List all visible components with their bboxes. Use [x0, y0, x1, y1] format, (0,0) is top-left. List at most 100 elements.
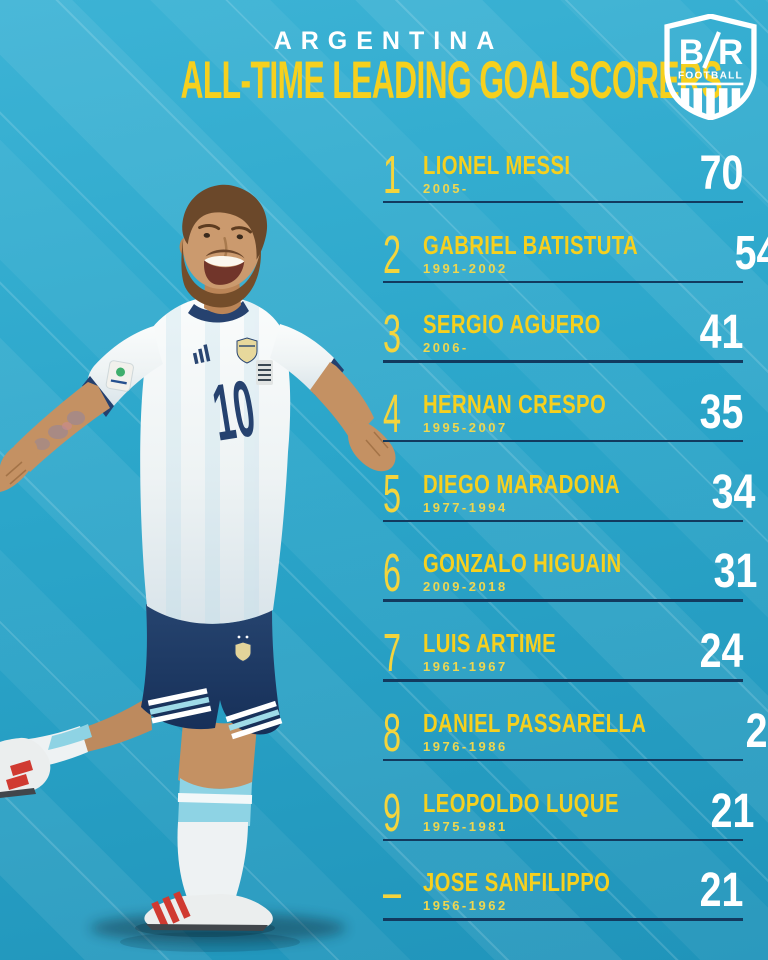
- player-rank: 1: [383, 145, 421, 223]
- player-goals: 35: [663, 386, 743, 462]
- player-years: 1995-2007: [423, 420, 508, 436]
- player-info: LUIS ARTIME 1961-1967: [423, 628, 663, 701]
- player-info: LEOPOLDO LUQUE 1975-1981: [423, 787, 674, 861]
- logo-letter-r: R: [718, 33, 743, 72]
- player-goals: 31: [678, 545, 758, 621]
- player-goals-value: 24: [699, 625, 743, 679]
- player-goals-value: 31: [713, 545, 758, 599]
- player-info: SERGIO AGUERO 2006-: [423, 311, 663, 382]
- player-years: 1991-2002: [423, 260, 508, 276]
- player-name: LUIS ARTIME: [423, 628, 663, 659]
- logo-letter-b: B: [679, 33, 704, 72]
- player-row: 1 LIONEL MESSI 2005- 70: [383, 143, 743, 223]
- player-goals-value: 21: [699, 864, 744, 918]
- player-goals: 54: [699, 226, 768, 303]
- player-name: GONZALO HIGUAIN: [423, 548, 678, 579]
- player-goals: 34: [676, 465, 756, 542]
- player-years: 1956-1962: [423, 898, 508, 914]
- player-years: 1977-1994: [423, 499, 508, 515]
- adidas-logo: [192, 344, 211, 365]
- player-rank-value: 3: [383, 304, 402, 365]
- player-info: GABRIEL BATISTUTA 1991-2002: [423, 229, 699, 303]
- player-back-leg: [0, 696, 152, 798]
- player-rank-value: 5: [383, 463, 402, 524]
- player-name: LIONEL MESSI: [423, 150, 663, 180]
- player-rank: 2: [383, 224, 421, 303]
- player-rank: 4: [383, 387, 421, 462]
- player-goals-value: 34: [711, 465, 756, 519]
- player-goals-value: 35: [699, 386, 743, 440]
- player-name-value: DIEGO MARADONA: [423, 468, 620, 499]
- player-row: 7 LUIS ARTIME 1961-1967 24: [383, 621, 743, 701]
- player-info: GONZALO HIGUAIN 2009-2018: [423, 548, 678, 621]
- player-rank: 6: [383, 543, 421, 621]
- player-years: 2005-: [423, 181, 469, 196]
- player-goals: 70: [663, 147, 743, 223]
- player-goals: 24: [663, 625, 743, 701]
- player-info: HERNAN CRESPO 1995-2007: [423, 389, 663, 462]
- player-rank-value: 1: [383, 145, 402, 205]
- player-name-value: HERNAN CRESPO: [423, 389, 607, 420]
- logo-stripes: [680, 88, 741, 118]
- player-thigh: [178, 710, 258, 789]
- player-name: SERGIO AGUERO: [423, 311, 663, 337]
- player-info: JOSE SANFILIPPO 1956-1962: [423, 867, 663, 940]
- player-info: DANIEL PASSARELLA 1976-1986: [423, 707, 709, 781]
- player-name-value: GONZALO HIGUAIN: [423, 548, 622, 579]
- player-photo-messi: 10: [0, 184, 396, 952]
- player-left-arm: [270, 324, 396, 472]
- player-rank-value: 6: [383, 543, 402, 604]
- copa-patch: [105, 360, 134, 392]
- player-years: 2006-: [423, 340, 469, 356]
- player-row: 4 HERNAN CRESPO 1995-2007 35: [383, 382, 743, 462]
- player-right-arm: [0, 326, 163, 492]
- player-row: – JOSE SANFILIPPO 1956-1962 21: [383, 860, 743, 940]
- player-goals-value: 23: [745, 704, 768, 758]
- player-name-value: JOSE SANFILIPPO: [423, 867, 611, 898]
- player-goals: 21: [663, 864, 744, 940]
- player-goals: 41: [663, 306, 743, 382]
- player-shorts: [141, 604, 283, 740]
- poster-title: ALL-TIME LEADING GOALSCORERS: [0, 54, 768, 107]
- player-rank-value: –: [383, 862, 402, 923]
- player-rank: –: [383, 862, 421, 940]
- logo-wordmark: FOOTBALL: [678, 71, 743, 82]
- player-name: HERNAN CRESPO: [423, 389, 663, 420]
- player-row: 5 DIEGO MARADONA 1977-1994 34: [383, 462, 756, 542]
- country-kicker: ARGENTINA: [273, 27, 504, 55]
- player-rank-value: 7: [383, 623, 402, 684]
- player-years: 2009-2018: [423, 579, 508, 595]
- player-goals-value: 70: [699, 147, 743, 200]
- player-name: GABRIEL BATISTUTA: [423, 229, 699, 260]
- player-name-value: LIONEL MESSI: [423, 150, 571, 180]
- player-rank-value: 9: [383, 782, 402, 843]
- player-years: 1976-1986: [423, 738, 508, 754]
- player-goals-value: 21: [710, 784, 755, 838]
- player-rank: 8: [383, 702, 421, 781]
- player-name-value: DANIEL PASSARELLA: [423, 707, 647, 738]
- player-standing-leg: [144, 778, 273, 931]
- player-goals-value: 41: [699, 306, 743, 360]
- player-goals-value: 54: [734, 226, 768, 280]
- player-row: 8 DANIEL PASSARELLA 1976-1986 23: [383, 701, 768, 781]
- player-name-value: LEOPOLDO LUQUE: [423, 787, 619, 818]
- scorer-list: 1 LIONEL MESSI 2005- 70 2 GABRIEL BATIST…: [383, 143, 768, 940]
- player-info: DIEGO MARADONA 1977-1994: [423, 468, 676, 542]
- afa-crest: [236, 337, 258, 364]
- player-name: JOSE SANFILIPPO: [423, 867, 663, 898]
- player-row: 3 SERGIO AGUERO 2006- 41: [383, 302, 743, 382]
- player-head: [179, 184, 268, 308]
- player-name: DANIEL PASSARELLA: [423, 707, 709, 738]
- player-rank-value: 8: [383, 702, 402, 763]
- player-rank-value: 2: [383, 224, 402, 285]
- player-name-value: LUIS ARTIME: [423, 628, 557, 659]
- player-years: 1961-1967: [423, 659, 508, 675]
- player-jersey: 10: [140, 296, 291, 624]
- player-row: 9 LEOPOLDO LUQUE 1975-1981 21: [383, 781, 754, 861]
- player-rank: 9: [383, 782, 421, 861]
- player-name-value: GABRIEL BATISTUTA: [423, 229, 639, 260]
- br-football-logo: B R FOOTBALL: [664, 14, 757, 120]
- player-info: LIONEL MESSI 2005-: [423, 150, 663, 223]
- player-name: LEOPOLDO LUQUE: [423, 787, 674, 818]
